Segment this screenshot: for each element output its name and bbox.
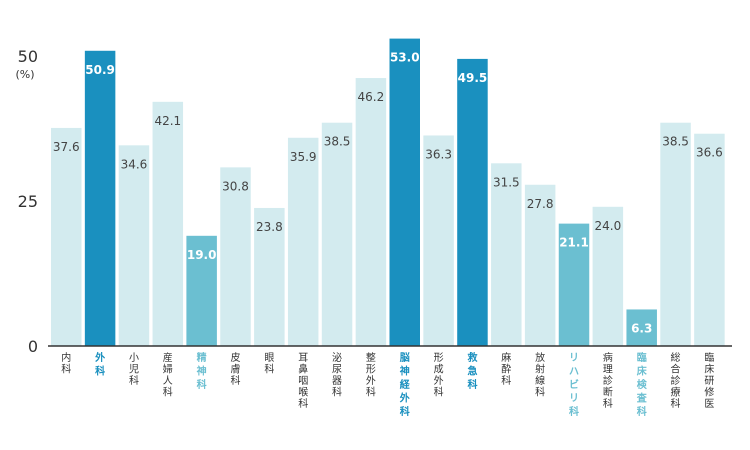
category-label-7: 眼科 — [264, 352, 274, 376]
category-label-17: 病理診断科 — [603, 351, 613, 410]
value-label-5: 19.0 — [187, 248, 217, 262]
value-label-17: 24.0 — [594, 219, 621, 233]
bar-12 — [423, 135, 454, 346]
value-label-8: 35.9 — [290, 150, 317, 164]
bar-8 — [287, 137, 319, 346]
category-label-19: 総合診療科 — [671, 351, 681, 410]
value-label-18: 6.3 — [631, 321, 652, 335]
value-label-11: 53.0 — [390, 51, 420, 65]
value-label-7: 23.8 — [256, 220, 283, 234]
bar-13 — [457, 58, 488, 347]
bar-18 — [626, 309, 657, 346]
category-label-3: 小児科 — [129, 352, 139, 387]
bar-4 — [152, 101, 184, 346]
bar-3 — [118, 145, 150, 346]
bar-5 — [186, 235, 217, 346]
value-label-1: 37.6 — [53, 140, 80, 154]
bar-15 — [524, 184, 556, 346]
value-label-15: 27.8 — [527, 197, 554, 211]
category-label-11: 脳神経外科 — [399, 352, 411, 418]
bar-7 — [254, 207, 285, 346]
bars: 37.6 50.9 34.6 42.1 19.0 30.8 23.8 35.9 38.5 46.2… — [51, 38, 725, 347]
value-label-2: 50.9 — [85, 63, 115, 77]
category-label-4: 産婦人科 — [163, 351, 173, 399]
y-tick-50: 50 — [18, 47, 38, 66]
category-label-20: 臨床研修医 — [704, 351, 714, 410]
value-label-9: 38.5 — [324, 135, 351, 149]
value-label-12: 36.3 — [425, 147, 452, 161]
bar-6 — [220, 167, 251, 346]
category-label-15: 放射線科 — [535, 351, 545, 399]
bar-20 — [694, 133, 725, 346]
bar-14 — [491, 163, 522, 346]
category-label-1: 内科 — [61, 351, 71, 376]
category-label-13: 救急科 — [467, 351, 477, 391]
value-label-19: 38.5 — [662, 135, 689, 149]
category-label-6: 皮膚科 — [231, 351, 241, 387]
y-unit-label: (%) — [15, 68, 34, 81]
category-label-9: 泌尿器科 — [332, 351, 342, 399]
category-label-12: 形成外科 — [434, 352, 444, 399]
y-axis: 50 (%) 25 0 — [15, 47, 38, 356]
value-label-3: 34.6 — [121, 157, 148, 171]
category-label-2: 外科 — [94, 351, 105, 378]
value-label-14: 31.5 — [493, 175, 520, 189]
bar-10 — [355, 78, 387, 346]
bar-2 — [84, 50, 116, 346]
value-label-6: 30.8 — [222, 179, 249, 193]
bar-16 — [558, 223, 590, 346]
category-label-8: 耳鼻咽喉科 — [298, 352, 308, 410]
value-label-13: 49.5 — [458, 71, 488, 85]
category-label-18: 臨床検査科 — [636, 351, 648, 418]
category-label-10: 整形外科 — [366, 351, 376, 399]
category-label-16: リハビリ科 — [569, 352, 579, 418]
y-tick-0: 0 — [28, 337, 38, 356]
bar-9 — [321, 122, 353, 346]
bar-11 — [389, 38, 420, 346]
value-label-16: 21.1 — [559, 236, 589, 250]
value-label-10: 46.2 — [358, 90, 385, 104]
bar-1 — [51, 127, 82, 346]
y-tick-25: 25 — [18, 192, 38, 211]
value-label-20: 36.6 — [696, 146, 723, 160]
value-label-4: 42.1 — [154, 114, 181, 128]
category-label-5: 精神科 — [197, 351, 207, 391]
category-label-14: 麻酔科 — [501, 351, 511, 387]
bar-17 — [592, 206, 624, 346]
bar-19 — [660, 122, 691, 346]
